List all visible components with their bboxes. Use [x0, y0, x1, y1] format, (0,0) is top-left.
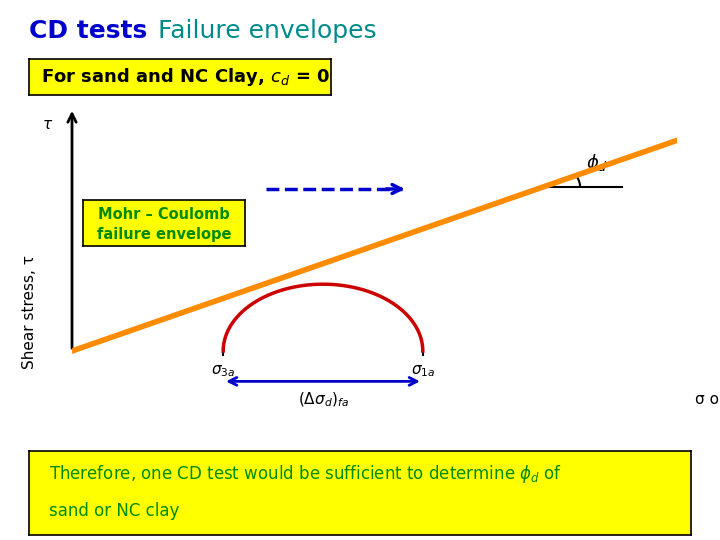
- Text: For sand and NC Clay, $c_d$ = 0: For sand and NC Clay, $c_d$ = 0: [41, 66, 330, 88]
- Text: failure envelope: failure envelope: [96, 227, 231, 242]
- Text: Therefore, one CD test would be sufficient to determine $\phi_d$ of: Therefore, one CD test would be sufficie…: [49, 463, 562, 485]
- Text: sand or NC clay: sand or NC clay: [49, 502, 179, 520]
- Text: Mohr – Coulomb: Mohr – Coulomb: [98, 207, 230, 222]
- Text: $\sigma_{3a}$: $\sigma_{3a}$: [211, 363, 235, 379]
- Text: σ or σ': σ or σ': [695, 392, 720, 407]
- Text: $\sigma_{1a}$: $\sigma_{1a}$: [410, 363, 435, 379]
- Text: $(\Delta\sigma_d)_{fa}$: $(\Delta\sigma_d)_{fa}$: [297, 390, 348, 409]
- Text: $\tau$: $\tau$: [42, 117, 53, 132]
- Text: Failure envelopes: Failure envelopes: [158, 19, 377, 43]
- Text: Shear stress, τ: Shear stress, τ: [22, 255, 37, 369]
- Text: $\phi_d$: $\phi_d$: [586, 152, 608, 174]
- Text: CD tests: CD tests: [29, 19, 147, 43]
